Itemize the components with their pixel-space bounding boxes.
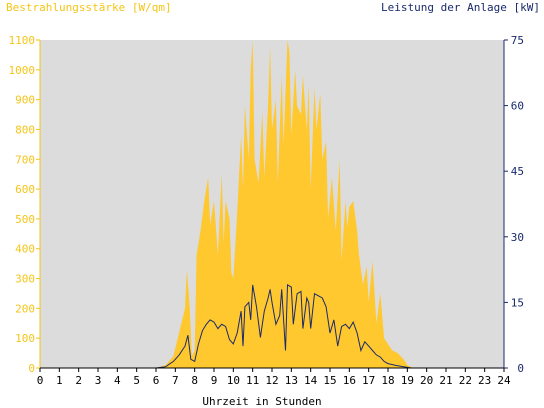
chart-title-right: Leistung der Anlage [kW] <box>381 1 540 14</box>
x-tick-label: 24 <box>497 374 511 387</box>
y-right-tick-label: 0 <box>517 362 524 375</box>
y-left-tick-label: 1000 <box>9 64 36 77</box>
power-series <box>40 284 504 369</box>
x-tick-label: 0 <box>37 374 44 387</box>
y-left-tick-label: 1100 <box>9 34 36 47</box>
y-left-tick-label: 200 <box>15 302 35 315</box>
power-line <box>40 284 504 369</box>
x-tick-label: 14 <box>304 374 318 387</box>
y-right-tick-label: 30 <box>511 231 524 244</box>
x-tick-label: 11 <box>246 374 259 387</box>
x-tick-label: 18 <box>381 374 394 387</box>
y-right-tick-label: 45 <box>511 165 524 178</box>
irradiance-area <box>156 40 414 368</box>
x-tick-label: 20 <box>420 374 433 387</box>
y-right-tick-label: 75 <box>511 34 524 47</box>
y-left-tick-label: 400 <box>15 243 35 256</box>
x-tick-label: 6 <box>153 374 160 387</box>
x-tick-label: 21 <box>439 374 452 387</box>
y-right-ticks: 0 15 30 45 60 75 <box>504 34 524 375</box>
x-tick-label: 16 <box>343 374 356 387</box>
x-tick-label: 3 <box>95 374 102 387</box>
x-tick-label: 23 <box>478 374 491 387</box>
x-tick-label: 13 <box>285 374 298 387</box>
x-tick-label: 7 <box>172 374 179 387</box>
x-tick-label: 19 <box>401 374 414 387</box>
x-tick-label: 2 <box>75 374 82 387</box>
x-axis-label: Uhrzeit in Stunden <box>202 395 321 408</box>
x-tick-label: 15 <box>323 374 336 387</box>
y-left-tick-label: 800 <box>15 123 35 136</box>
y-left-tick-label: 100 <box>15 332 35 345</box>
y-left-tick-label: 900 <box>15 94 35 107</box>
chart-title-left: Bestrahlungsstärke [W/qm] <box>6 1 172 14</box>
x-tick-label: 4 <box>114 374 121 387</box>
x-tick-label: 22 <box>459 374 472 387</box>
y-left-tick-label: 600 <box>15 183 35 196</box>
y-right-tick-label: 15 <box>511 296 524 309</box>
x-tick-label: 17 <box>362 374 375 387</box>
x-tick-label: 5 <box>133 374 140 387</box>
y-left-ticks: 0 100 200 300 400 500 600 700 800 900 1000 1100 <box>9 34 40 375</box>
y-left-tick-label: 300 <box>15 273 35 286</box>
x-ticks: 0 1 2 3 4 5 6 7 8 9 10 11 12 13 14 15 16 17 18 19 20 21 22 23 24 <box>37 368 511 387</box>
irradiance-series <box>156 40 414 368</box>
x-tick-label: 10 <box>227 374 240 387</box>
y-left-tick-label: 0 <box>28 362 35 375</box>
y-left-tick-label: 500 <box>15 213 35 226</box>
x-tick-label: 8 <box>191 374 198 387</box>
x-tick-label: 12 <box>265 374 278 387</box>
y-left-tick-label: 700 <box>15 153 35 166</box>
y-right-tick-label: 60 <box>511 100 524 113</box>
x-tick-label: 1 <box>56 374 63 387</box>
x-tick-label: 9 <box>211 374 218 387</box>
